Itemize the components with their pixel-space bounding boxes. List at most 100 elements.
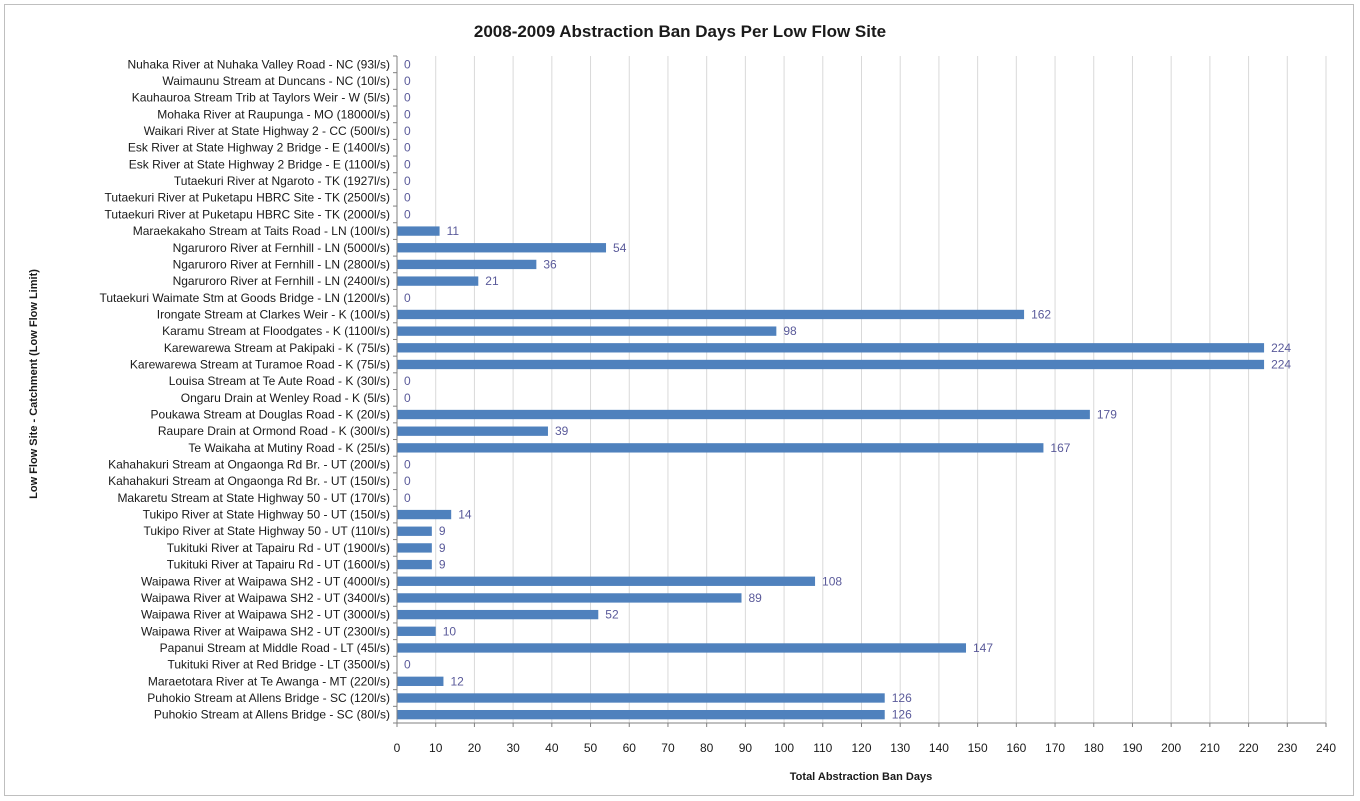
data-label: 54 — [613, 241, 627, 255]
data-label: 10 — [443, 624, 457, 638]
x-tick-label: 240 — [1316, 741, 1336, 755]
x-tick-label: 70 — [661, 741, 675, 755]
data-label: 52 — [605, 608, 619, 622]
category-label: Puhokio Stream at Allens Bridge - SC (12… — [147, 691, 390, 705]
x-tick-label: 170 — [1045, 741, 1065, 755]
data-label: 108 — [822, 574, 842, 588]
bar — [397, 576, 816, 586]
bar — [397, 693, 885, 703]
category-label: Ngaruroro River at Fernhill - LN (2400l/… — [173, 274, 390, 288]
category-label: Tukituki River at Red Bridge - LT (3500l… — [167, 658, 390, 672]
x-tick-label: 110 — [813, 741, 832, 755]
data-label: 224 — [1271, 357, 1291, 371]
data-label: 9 — [439, 541, 446, 555]
x-tick-label: 120 — [851, 741, 871, 755]
category-label: Raupare Drain at Ormond Road - K (300l/s… — [158, 424, 390, 438]
data-label: 0 — [404, 491, 411, 505]
category-label: Waipawa River at Waipawa SH2 - UT (2300l… — [141, 624, 390, 638]
category-label: Tukituki River at Tapairu Rd - UT (1600l… — [167, 558, 390, 572]
bar — [397, 343, 1265, 353]
data-label: 0 — [404, 157, 411, 171]
bar — [397, 426, 548, 436]
category-label: Mohaka River at Raupunga - MO (18000l/s) — [157, 107, 390, 121]
data-label: 0 — [404, 174, 411, 188]
data-label: 0 — [404, 658, 411, 672]
category-label: Irongate Stream at Clarkes Weir - K (100… — [157, 307, 390, 321]
x-tick-label: 210 — [1200, 741, 1220, 755]
category-label: Puhokio Stream at Allens Bridge - SC (80… — [154, 708, 390, 722]
data-label: 0 — [404, 107, 411, 121]
data-label: 224 — [1271, 341, 1291, 355]
bar — [397, 276, 479, 286]
data-label: 21 — [485, 274, 499, 288]
data-label: 0 — [404, 124, 411, 138]
chart-frame — [4, 4, 1354, 796]
bar — [397, 443, 1044, 453]
bar — [397, 309, 1025, 320]
data-label: 36 — [543, 257, 557, 271]
data-label: 11 — [447, 224, 460, 238]
data-label: 0 — [404, 57, 411, 71]
data-label: 0 — [404, 374, 411, 388]
x-axis-title: Total Abstraction Ban Days — [790, 771, 932, 783]
bar — [397, 709, 885, 720]
gridlines — [435, 56, 1327, 723]
category-label: Tukituki River at Tapairu Rd - UT (1900l… — [167, 541, 390, 555]
category-label: Karewarewa Stream at Turamoe Road - K (7… — [130, 357, 390, 371]
data-label: 126 — [892, 708, 912, 722]
data-label: 9 — [439, 558, 446, 572]
category-label: Te Waikaha at Mutiny Road - K (25l/s) — [188, 441, 390, 455]
x-tick-label: 150 — [968, 741, 988, 755]
data-label: 179 — [1097, 408, 1117, 422]
x-tick-label: 180 — [1084, 741, 1104, 755]
data-label: 0 — [404, 141, 411, 155]
data-label: 9 — [439, 524, 446, 538]
data-label: 126 — [892, 691, 912, 705]
data-label: 0 — [404, 458, 411, 472]
bars — [397, 226, 1265, 720]
category-label: Tukipo River at State Highway 50 - UT (1… — [143, 508, 390, 522]
bar — [397, 526, 432, 536]
x-tick-label: 90 — [739, 741, 753, 755]
category-label: Tukipo River at State Highway 50 - UT (1… — [143, 524, 390, 538]
data-label: 14 — [458, 508, 472, 522]
x-tick-label: 140 — [929, 741, 949, 755]
x-tick-label: 50 — [584, 741, 598, 755]
category-label: Louisa Stream at Te Aute Road - K (30l/s… — [169, 374, 390, 388]
data-label: 0 — [404, 191, 411, 205]
category-label: Makaretu Stream at State Highway 50 - UT… — [117, 491, 390, 505]
data-label: 0 — [404, 391, 411, 405]
data-label: 0 — [404, 291, 411, 305]
x-tick-label: 190 — [1122, 741, 1142, 755]
bar — [397, 609, 599, 620]
x-tick-label: 200 — [1161, 741, 1181, 755]
x-tick-label: 20 — [468, 741, 482, 755]
bar — [397, 626, 436, 636]
x-tick-label: 60 — [623, 741, 637, 755]
data-label: 12 — [450, 674, 464, 688]
category-label: Ongaru Drain at Wenley Road - K (5l/s) — [181, 391, 390, 405]
data-label: 0 — [404, 91, 411, 105]
bar — [397, 359, 1265, 370]
y-axis-title: Low Flow Site - Catchment (Low Flow Limi… — [28, 269, 40, 499]
bar — [397, 543, 432, 553]
category-label: Waipawa River at Waipawa SH2 - UT (3400l… — [141, 591, 390, 605]
bar — [397, 509, 452, 520]
category-label: Ngaruroro River at Fernhill - LN (5000l/… — [173, 241, 390, 255]
x-tick-label: 40 — [545, 741, 559, 755]
category-label: Waipawa River at Waipawa SH2 - UT (3000l… — [141, 608, 390, 622]
bar — [397, 259, 537, 270]
category-label: Papanui Stream at Middle Road - LT (45l/… — [160, 641, 390, 655]
x-tick-label: 10 — [429, 741, 443, 755]
category-label: Waimaunu Stream at Duncans - NC (10l/s) — [162, 74, 390, 88]
category-label: Tutaekuri River at Ngaroto - TK (1927l/s… — [174, 174, 390, 188]
category-label: Esk River at State Highway 2 Bridge - E … — [128, 141, 390, 155]
category-label: Kahahakuri Stream at Ongaonga Rd Br. - U… — [108, 458, 390, 472]
x-tick-label: 100 — [774, 741, 794, 755]
data-label: 147 — [973, 641, 993, 655]
category-label: Poukawa Stream at Douglas Road - K (20l/… — [151, 408, 390, 422]
data-label: 39 — [555, 424, 569, 438]
x-tick-label: 80 — [700, 741, 714, 755]
bar — [397, 326, 777, 336]
category-label: Nuhaka River at Nuhaka Valley Road - NC … — [127, 57, 390, 71]
